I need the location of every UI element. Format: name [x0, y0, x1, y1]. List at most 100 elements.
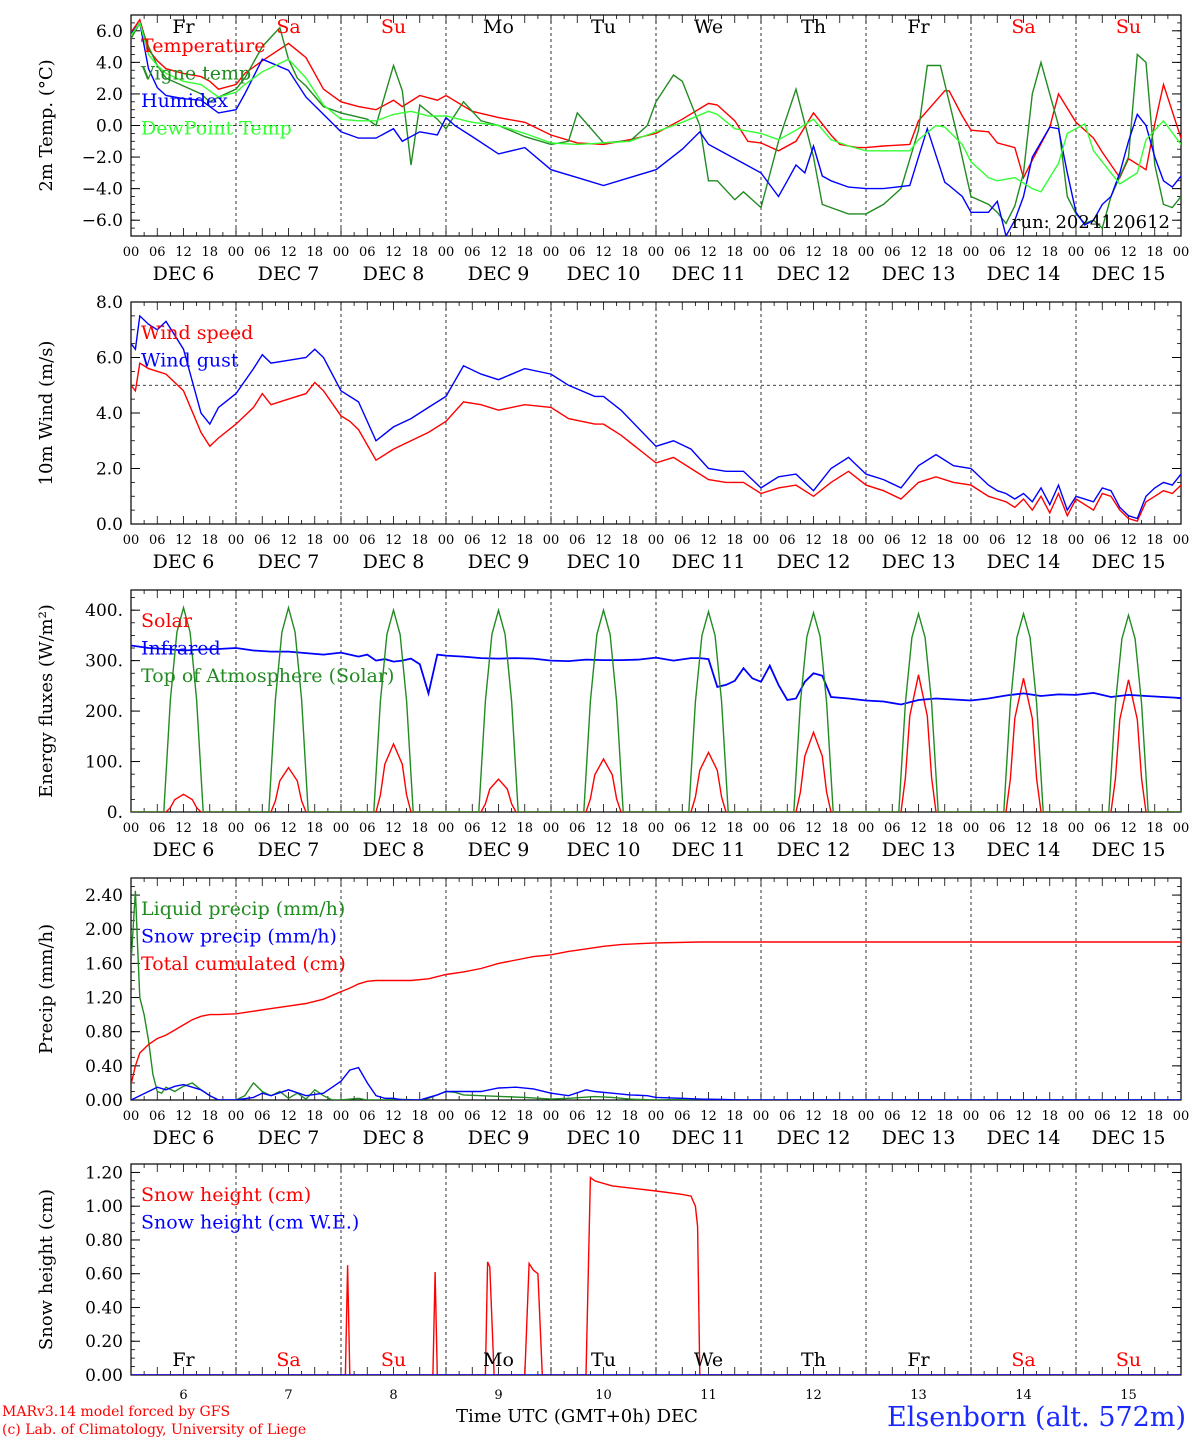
date-label: DEC 6: [153, 839, 215, 861]
hour-tick-label: 12: [1015, 821, 1032, 836]
hour-tick-label: 18: [831, 245, 848, 260]
date-label: DEC 12: [777, 551, 851, 573]
series-line-wind-gust: [131, 314, 1181, 520]
y-tick-label: −6.0: [82, 211, 123, 231]
hour-tick-label: 00: [753, 533, 770, 548]
y-tick-label: 0.0: [96, 515, 123, 535]
series-group: [131, 18, 1181, 236]
y-tick-label: 0.0: [96, 117, 123, 137]
hour-tick-label: 12: [385, 245, 402, 260]
hour-tick-label: 00: [333, 1109, 350, 1124]
weekday-label: Sa: [276, 16, 300, 38]
date-label: DEC 6: [153, 263, 215, 285]
date-label: DEC 13: [882, 839, 956, 861]
hour-tick-label: 00: [333, 821, 350, 836]
panel-4: [130, 877, 1182, 1101]
hour-tick-label: 12: [280, 245, 297, 260]
hour-tick-label: 06: [884, 245, 901, 260]
hour-tick-label: 18: [411, 533, 428, 548]
hour-tick-label: 06: [149, 1109, 166, 1124]
day-number-label: 14: [1015, 1388, 1032, 1403]
hour-tick-label: 12: [910, 821, 927, 836]
hour-tick-label: 00: [963, 821, 980, 836]
y-axis-label: 10m Wind (m/s): [36, 341, 57, 486]
y-tick-label: 1.00: [85, 1197, 123, 1217]
series-line-humidex: [131, 21, 1181, 236]
hour-tick-label: 06: [674, 821, 691, 836]
weekday-label: Fr: [172, 16, 195, 38]
hour-tick-label: 12: [910, 245, 927, 260]
hour-tick-label: 06: [254, 1109, 271, 1124]
series-line-total-cumulated-cm-: [131, 941, 1181, 1085]
weekday-label: Sa: [276, 1349, 300, 1371]
hour-tick-label: 06: [1094, 821, 1111, 836]
weekday-label: Fr: [172, 1349, 195, 1371]
legend-entry: Temperature: [141, 35, 265, 57]
date-label: DEC 9: [468, 551, 530, 573]
hour-tick-label: 18: [516, 245, 533, 260]
series-line-top-of-atmosphere-solar-: [131, 605, 1181, 812]
hour-tick-label: 18: [306, 821, 323, 836]
hour-tick-label: 00: [963, 533, 980, 548]
hour-tick-label: 06: [1094, 245, 1111, 260]
hour-tick-label: 18: [831, 533, 848, 548]
hour-tick-label: 00: [543, 533, 560, 548]
hour-tick-label: 00: [648, 821, 665, 836]
y-tick-label: 2.0: [96, 85, 123, 105]
hour-tick-label: 18: [621, 1109, 638, 1124]
hour-tick-label: 12: [805, 1109, 822, 1124]
hour-tick-label: 00: [648, 533, 665, 548]
hour-tick-label: 00: [963, 1109, 980, 1124]
hour-tick-label: 18: [1041, 245, 1058, 260]
date-label: DEC 9: [468, 839, 530, 861]
y-tick-label: 1.20: [85, 1163, 123, 1183]
hour-tick-label: 18: [726, 245, 743, 260]
weekday-label: Tu: [591, 1349, 616, 1371]
hour-tick-label: 06: [569, 821, 586, 836]
hour-tick-label: 06: [464, 533, 481, 548]
date-label: DEC 8: [363, 1127, 425, 1149]
hour-tick-label: 12: [1015, 245, 1032, 260]
hour-tick-label: 00: [1068, 1109, 1085, 1124]
hour-tick-label: 06: [779, 533, 796, 548]
y-tick-label: 0.40: [85, 1057, 123, 1077]
hour-tick-label: 18: [831, 821, 848, 836]
date-label: DEC 11: [672, 839, 746, 861]
legend-entry: Humidex: [141, 90, 228, 112]
weekday-label: We: [694, 1349, 723, 1371]
y-tick-label: 0.: [107, 803, 123, 823]
hour-tick-label: 12: [280, 1109, 297, 1124]
hour-tick-label: 12: [385, 1109, 402, 1124]
hour-tick-label: 18: [936, 821, 953, 836]
y-axis-label: Energy fluxes (W/m²): [36, 604, 57, 798]
date-label: DEC 11: [672, 551, 746, 573]
hour-tick-label: 06: [989, 533, 1006, 548]
hour-tick-label: 00: [333, 245, 350, 260]
hour-tick-label: 06: [674, 1109, 691, 1124]
hour-tick-label: 12: [1015, 1109, 1032, 1124]
series-line-snow-height-cm-: [131, 1176, 1181, 1375]
hour-tick-label: 12: [280, 821, 297, 836]
hour-tick-label: 00: [438, 821, 455, 836]
weekday-label: Su: [1116, 1349, 1141, 1371]
series-line-wind-speed: [131, 361, 1181, 523]
y-tick-label: 200.: [85, 702, 123, 722]
date-label: DEC 7: [258, 551, 320, 573]
legend-entry: Solar: [141, 610, 193, 632]
series-group: [131, 1176, 1181, 1375]
hour-tick-label: 00: [333, 533, 350, 548]
y-tick-label: 1.60: [85, 954, 123, 974]
legend-entry: Liquid precip (mm/h): [141, 898, 345, 920]
hour-tick-label: 06: [359, 533, 376, 548]
date-label: DEC 13: [882, 551, 956, 573]
series-line-infrared: [131, 644, 1181, 706]
day-number-label: 12: [805, 1388, 822, 1403]
hour-tick-label: 18: [1041, 533, 1058, 548]
hour-tick-label: 18: [516, 1109, 533, 1124]
y-axis-label: Precip (mm/h): [36, 924, 57, 1054]
legend-entry: Top of Atmosphere (Solar): [141, 665, 394, 687]
panel-2: [130, 301, 1182, 525]
day-number-label: 13: [910, 1388, 927, 1403]
date-label: DEC 7: [258, 263, 320, 285]
